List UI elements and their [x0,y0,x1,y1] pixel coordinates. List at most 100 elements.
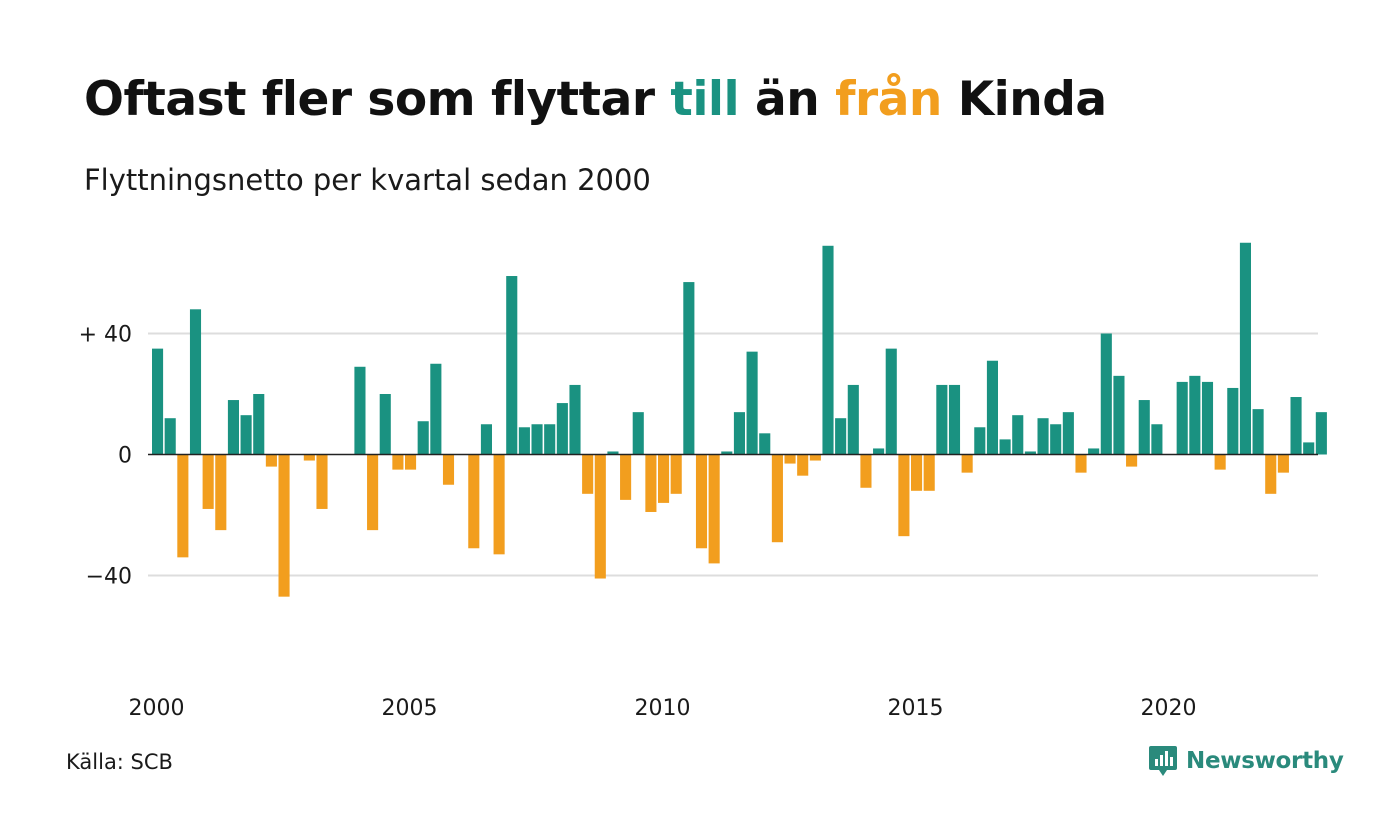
bar [784,454,796,464]
bar [1252,409,1264,455]
bar [316,454,328,509]
bar [253,394,265,455]
bar [594,454,606,579]
bar [468,454,480,549]
bar [1050,424,1062,455]
bar [860,454,872,488]
x-tick-label: 2010 [635,696,691,721]
bar [885,348,897,455]
bar [405,454,417,470]
bar [936,384,948,455]
bar [1024,451,1036,455]
bar [923,454,935,491]
bar [670,454,682,494]
bar [999,439,1011,455]
x-tick-label: 2000 [129,696,185,721]
bar [822,245,834,455]
bar [582,454,594,494]
bar [265,454,277,467]
bar [417,421,429,455]
bar [1227,387,1239,455]
bar [189,309,202,455]
bar [379,394,391,455]
bar [759,433,771,455]
bar [733,412,745,455]
bar [797,454,809,476]
title-part-2: än [739,72,836,127]
bar [1075,454,1087,473]
source-label: Källa: SCB [66,750,173,774]
bar [607,451,619,455]
bar [1088,448,1100,455]
bar [961,454,973,473]
bar [974,427,986,455]
x-tick-label: 2020 [1141,696,1197,721]
bar [658,454,670,503]
bar [898,454,910,537]
bar [556,403,568,455]
bar [1290,397,1302,455]
newsworthy-logo-icon [1149,746,1177,776]
y-tick-label: + 40 [79,323,132,348]
y-tick-label: −40 [86,565,132,590]
bar [430,363,442,455]
bar [835,418,847,455]
bar [873,448,885,455]
title-part-3: Kinda [941,72,1107,127]
bar [202,454,214,509]
title-highlight-till: till [670,72,740,127]
bar [493,454,505,555]
bar [531,424,543,455]
bar [1113,375,1125,455]
bar [632,412,644,455]
bar [847,384,859,455]
title-highlight-fran: från [835,72,942,127]
chart-title: Oftast fler som flyttar till än från Kin… [84,72,1107,127]
bar [708,454,720,564]
bar [367,454,379,531]
bar [721,451,733,455]
bar [442,454,455,485]
brand: Newsworthy [1148,744,1344,778]
bar [506,276,518,455]
bar [569,384,581,455]
bar [480,424,492,455]
bar [303,454,315,461]
bar [164,418,176,455]
bar [152,348,164,455]
bar [278,454,290,597]
x-tick-label: 2015 [888,696,944,721]
bar [1239,242,1251,455]
bar [240,415,252,455]
bar [1277,454,1289,473]
bar [1126,454,1138,467]
bar [1315,412,1327,455]
bar [177,454,189,558]
bar [1151,424,1163,455]
bar [215,454,227,531]
bar [948,384,961,455]
bar [645,454,657,512]
chart-subtitle: Flyttningsnetto per kvartal sedan 2000 [84,163,651,197]
bar [683,282,695,455]
bar [1201,381,1214,455]
bar [392,454,404,470]
bar [1062,412,1074,455]
bar [746,351,758,455]
bar [1138,400,1150,455]
bar [1012,415,1024,455]
bar [1189,375,1201,455]
bar [911,454,923,491]
bar [1176,381,1188,455]
x-tick-label: 2005 [382,696,438,721]
bar [1100,333,1112,455]
bar [354,366,366,455]
bar [1303,442,1315,455]
bar [544,424,556,455]
bar [518,427,530,455]
brand-name: Newsworthy [1186,748,1344,774]
bar [1265,454,1277,494]
bar [986,360,998,455]
bar [695,454,708,549]
bar [1037,418,1049,455]
